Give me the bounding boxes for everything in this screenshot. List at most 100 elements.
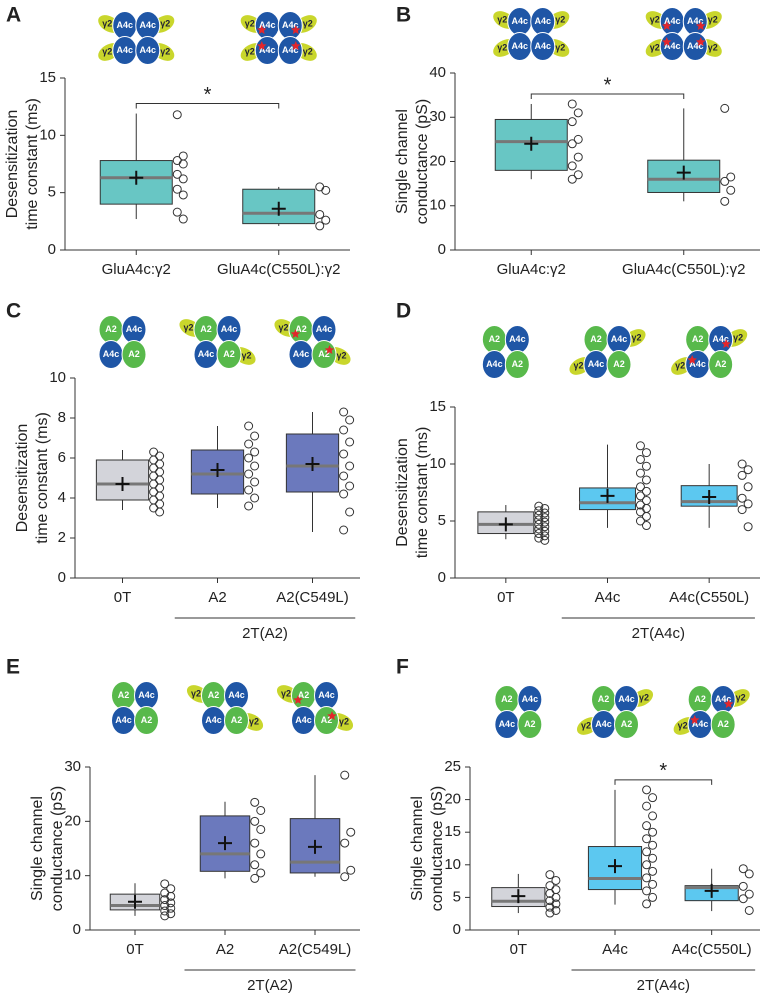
y-tick-label: 10 [429, 197, 446, 214]
mutation-star [291, 25, 301, 34]
data-point [635, 507, 645, 517]
data-point [642, 801, 652, 811]
data-point [540, 535, 550, 545]
subunit-label: A4c [116, 45, 133, 55]
y-axis-label: time constant (ms) [414, 427, 431, 559]
auxiliary-label: γ2 [241, 350, 251, 360]
group-label: 2T(A4c) [632, 625, 685, 642]
subunit-label: A4c [139, 20, 156, 30]
data-point [573, 152, 583, 162]
data-point [339, 489, 349, 499]
subunit [216, 340, 242, 369]
auxiliary-label: γ2 [733, 332, 743, 342]
mean-marker [271, 201, 286, 216]
data-point [642, 847, 652, 857]
data-point [160, 879, 170, 889]
x-tick-label: GluA4c(C550L):γ2 [622, 261, 745, 278]
data-point [256, 824, 266, 834]
receptor-icon: γ2 γ2 A2 A4c A4c A2 [186, 681, 264, 735]
auxiliary-label: γ2 [278, 322, 288, 332]
x-tick-label: A4c(C550L) [669, 589, 749, 606]
y-axis-label: time constant (ms) [34, 412, 51, 544]
data-point [642, 821, 652, 831]
subunit [606, 350, 632, 379]
subunit-label: A2 [128, 349, 140, 359]
auxiliary-label: γ2 [631, 332, 641, 342]
mutation-star [662, 21, 672, 30]
subunit [121, 340, 147, 369]
y-tick-label: 10 [64, 867, 81, 884]
subunit-label: A4c [509, 334, 526, 344]
data-point [256, 849, 266, 859]
x-tick-label: A4c(C550L) [672, 941, 752, 958]
data-point [250, 860, 260, 870]
data-point [172, 110, 182, 120]
y-tick-label: 10 [444, 856, 461, 873]
auxiliary-label: γ2 [245, 18, 255, 28]
panel-label: E [6, 656, 20, 679]
receptor-icon: γ2 γ2 A2 A4c A4c A2 [179, 315, 256, 369]
receptor-icon: γ2 γ2 A2 A4c A4c A2 [671, 325, 748, 379]
panel-label: A [6, 4, 21, 27]
data-point [149, 479, 159, 489]
y-axis-label: Desensitization [4, 110, 21, 219]
data-point [648, 827, 658, 837]
auxiliary-label: γ2 [303, 46, 313, 56]
data-point [726, 172, 736, 182]
subunit [224, 706, 249, 735]
subunit-label: A4c [664, 16, 681, 26]
group-label: 2T(A4c) [637, 977, 690, 994]
data-point [155, 483, 165, 493]
data-point [635, 454, 645, 464]
subunit-label: A2 [524, 719, 536, 729]
auxiliary-label: γ2 [678, 720, 688, 730]
data-point [155, 459, 165, 469]
data-point [567, 117, 577, 127]
y-tick-label: 20 [429, 152, 446, 169]
data-point [345, 437, 355, 447]
x-tick-label: A2(C549L) [279, 941, 352, 958]
data-point [178, 159, 188, 169]
subunit [710, 710, 736, 739]
data-point [345, 415, 355, 425]
subunit-label: A2 [105, 324, 117, 334]
subunit-label: A4c [138, 690, 155, 700]
subunit-label: A4c [139, 45, 156, 55]
data-point [149, 471, 159, 481]
subunit-label: A4c [116, 20, 133, 30]
data-point [642, 860, 652, 870]
data-point [567, 139, 577, 149]
subunit-label: A4c [316, 324, 333, 334]
mutation-star [687, 355, 697, 364]
mutation-star [721, 339, 731, 348]
data-point [250, 873, 260, 883]
data-point [339, 425, 349, 435]
mutation-star [327, 711, 337, 720]
data-point [155, 475, 165, 485]
subunit-label: A4c [712, 334, 729, 344]
y-tick-label: 4 [58, 489, 66, 506]
data-point [545, 908, 555, 918]
x-tick-label: 0T [114, 589, 132, 606]
data-point [149, 487, 159, 497]
receptor-icon: γ2 γ2 A2 A4c A4c A2 [569, 325, 646, 379]
mutation-star [293, 695, 303, 704]
data-point [635, 491, 645, 501]
data-point [642, 899, 652, 909]
mean-marker [511, 889, 526, 904]
subunit [530, 32, 556, 61]
subunit-label: A4c [664, 41, 681, 51]
significance-bracket [530, 93, 685, 99]
data-point [744, 905, 754, 915]
y-tick-label: 20 [64, 812, 81, 829]
y-tick-label: 0 [438, 569, 446, 586]
data-point [641, 486, 651, 496]
data-point [642, 785, 652, 795]
subunit-label: A2 [717, 719, 729, 729]
auxiliary-label: γ2 [249, 716, 259, 726]
panel-label: F [396, 656, 409, 679]
data-point [155, 451, 165, 461]
subunit-label: A2 [613, 359, 625, 369]
subunit-label: A4c [259, 20, 276, 30]
data-point [149, 503, 159, 513]
